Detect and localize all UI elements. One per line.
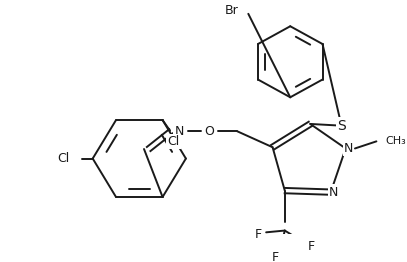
Text: F: F xyxy=(255,228,262,242)
Text: Cl: Cl xyxy=(168,135,180,148)
Text: O: O xyxy=(204,125,214,138)
Text: Br: Br xyxy=(225,4,239,17)
Text: F: F xyxy=(272,251,279,262)
Text: S: S xyxy=(337,119,346,133)
Text: N: N xyxy=(175,125,184,138)
Text: N: N xyxy=(329,185,338,199)
Text: CH₃: CH₃ xyxy=(386,136,407,146)
Text: F: F xyxy=(307,240,315,253)
Text: Cl: Cl xyxy=(57,152,70,165)
Text: N: N xyxy=(344,142,353,155)
